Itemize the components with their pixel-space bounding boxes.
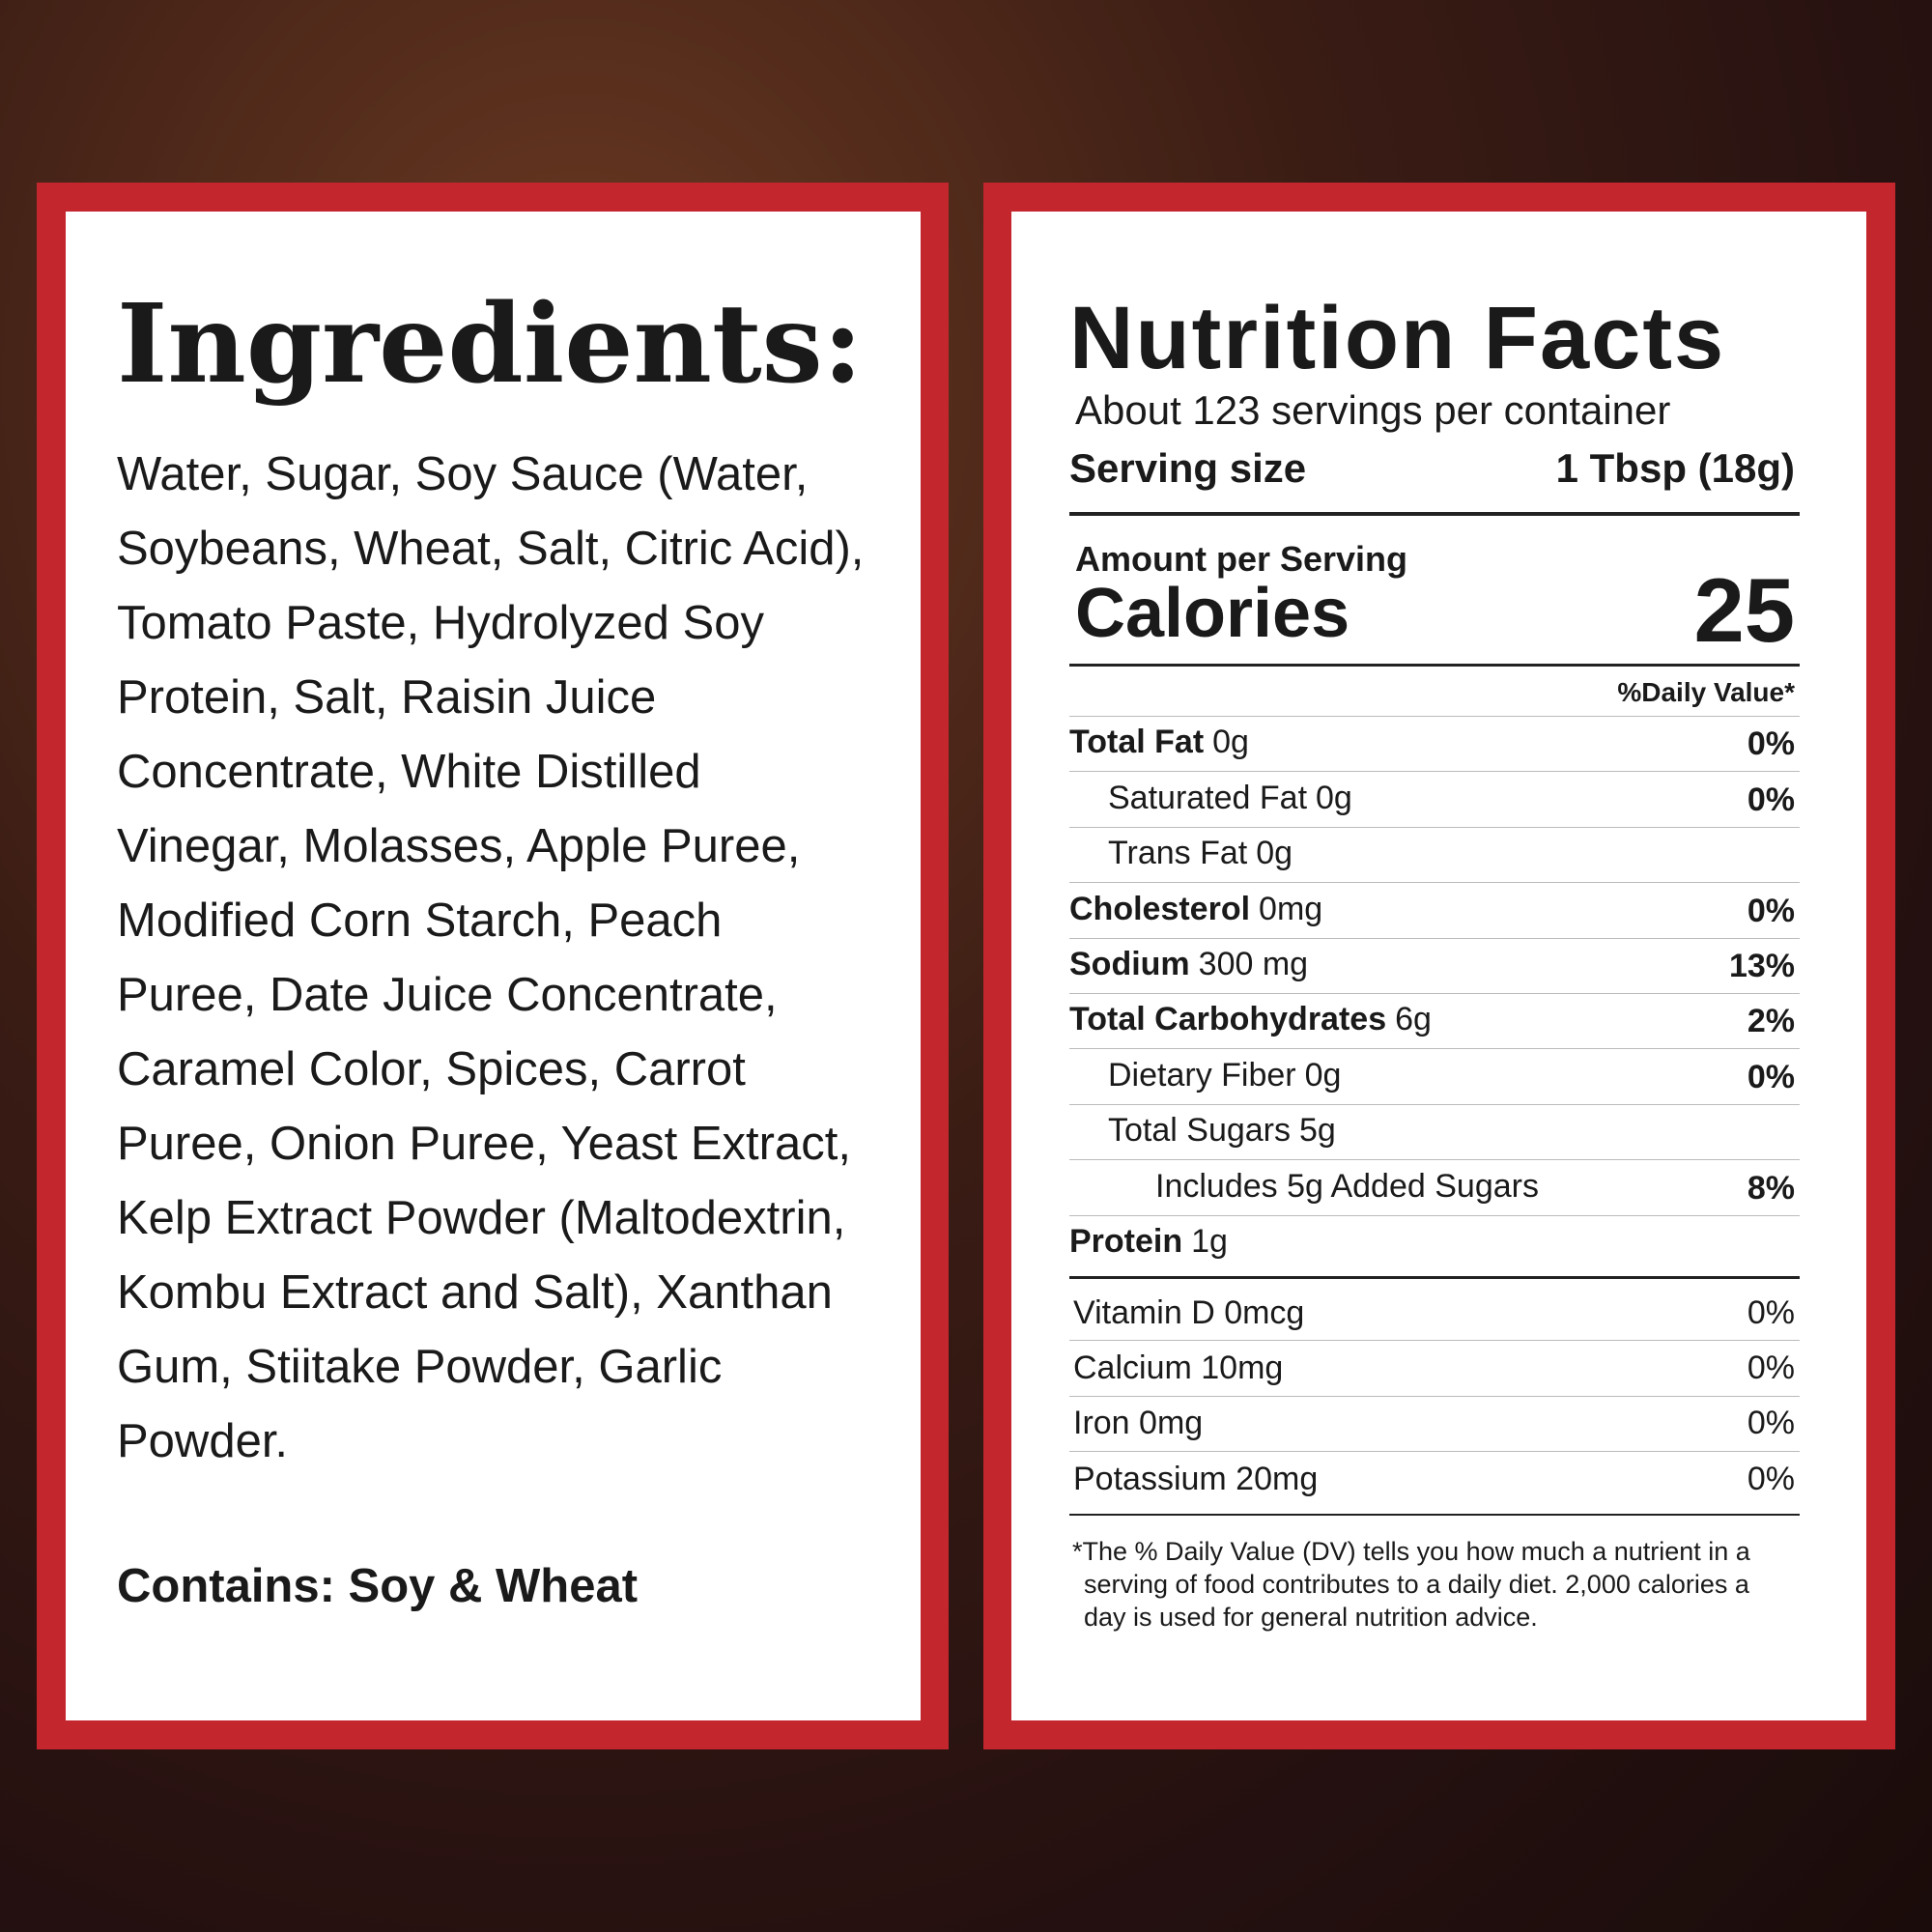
row-separator [1069,1103,1800,1105]
nutrient-amount: 0g [1304,1056,1342,1094]
nutrition-card [1011,212,1866,1720]
nutrient-daily-value: 2% [1747,1003,1795,1040]
vitamin-daily-value: 0% [1747,1460,1795,1497]
calories-value: 25 [1693,559,1795,661]
row-separator [1069,993,1800,994]
vitamin-label: Calcium 10mg [1073,1350,1284,1386]
nutrient-amount: 5g [1299,1112,1336,1150]
nutrient-name: Trans Fat [1108,835,1248,872]
nutrient-name-cell: Cholesterol 0mg [1069,891,1322,927]
row-separator [1069,1214,1800,1216]
divider [1069,512,1800,516]
daily-value-header: %Daily Value* [1617,677,1795,707]
nutrient-amount: 0mg [1259,890,1323,927]
nutrient-amount: 0g [1256,835,1293,872]
row-separator [1069,882,1800,884]
nutrient-name: Total Sugars [1108,1112,1291,1150]
serving-size: 1 Tbsp (18g) [1555,445,1795,491]
nutrient-name: Total Fat [1069,724,1205,761]
row-separator [1069,716,1800,717]
nutrient-daily-value: 0% [1747,1058,1795,1095]
nutrient-name-cell: Sodium 300 mg [1069,946,1308,982]
serving-size-label: Serving size [1069,445,1307,491]
nutrient-amount: 0g [1316,779,1352,816]
row-separator [1069,1395,1800,1397]
nutrient-amount: 6g [1395,1001,1432,1038]
nutrient-name-cell: Saturated Fat 0g [1108,780,1352,816]
nutrient-daily-value: 0% [1747,725,1795,763]
nutrient-name: Includes 5g Added Sugars [1155,1167,1539,1205]
nutrient-amount: 300 mg [1198,945,1309,982]
vitamin-daily-value: 0% [1747,1293,1795,1331]
vitamin-label: Vitamin D 0mcg [1073,1293,1305,1331]
nutrient-name-cell: Total Sugars 5g [1108,1112,1336,1149]
divider [1069,1514,1800,1516]
nutrient-daily-value: 0% [1747,892,1795,929]
servings-per-container: About 123 servings per container [1075,387,1671,433]
nutrient-daily-value: 8% [1747,1169,1795,1207]
nutrient-name: Total Carbohydrates [1069,1001,1387,1038]
divider [1069,1276,1800,1279]
nutrition-title: Nutrition Facts [1069,289,1726,387]
ingredients-title: Ingredients: [117,281,864,408]
ingredients-text: Water, Sugar, Soy Sauce (Water, Soybeans… [117,448,865,1467]
nutrient-name: Dietary Fiber [1108,1056,1296,1094]
nutrient-daily-value: 13% [1728,947,1795,984]
nutrient-name-cell: Includes 5g Added Sugars [1155,1168,1539,1205]
vitamin-daily-value: 0% [1747,1350,1795,1386]
divider [1069,664,1800,667]
nutrient-name-cell: Dietary Fiber 0g [1108,1057,1341,1094]
nutrient-name-cell: Total Carbohydrates 6g [1069,1001,1432,1037]
row-separator [1069,937,1800,939]
nutrient-name: Cholesterol [1069,890,1251,927]
amount-per-serving: Amount per Serving [1075,539,1408,579]
nutrient-daily-value: 0% [1747,781,1795,818]
vitamin-daily-value: 0% [1747,1405,1795,1442]
row-separator [1069,826,1800,828]
row-separator [1069,1340,1800,1342]
nutrient-amount: 1g [1191,1222,1228,1260]
nutrient-name-cell: Trans Fat 0g [1108,835,1293,871]
nutrient-name: Sodium [1069,945,1190,982]
vitamin-label: Potassium 20mg [1073,1460,1319,1497]
calories-label: Calories [1075,575,1350,652]
row-separator [1069,1048,1800,1050]
row-separator [1069,1159,1800,1161]
nutrient-name-cell: Total Fat 0g [1069,724,1249,760]
footnote: *The % Daily Value (DV) tells you how mu… [1072,1537,1750,1632]
nutrient-name-cell: Protein 1g [1069,1223,1228,1260]
row-separator [1069,771,1800,773]
nutrient-amount: 0g [1212,724,1249,761]
nutrient-name: Saturated Fat [1108,779,1308,816]
nutrient-name: Protein [1069,1222,1183,1260]
vitamin-label: Iron 0mg [1073,1405,1204,1442]
row-separator [1069,1451,1800,1453]
allergen-statement: Contains: Soy & Wheat [117,1560,639,1612]
ingredients-card [66,212,921,1720]
